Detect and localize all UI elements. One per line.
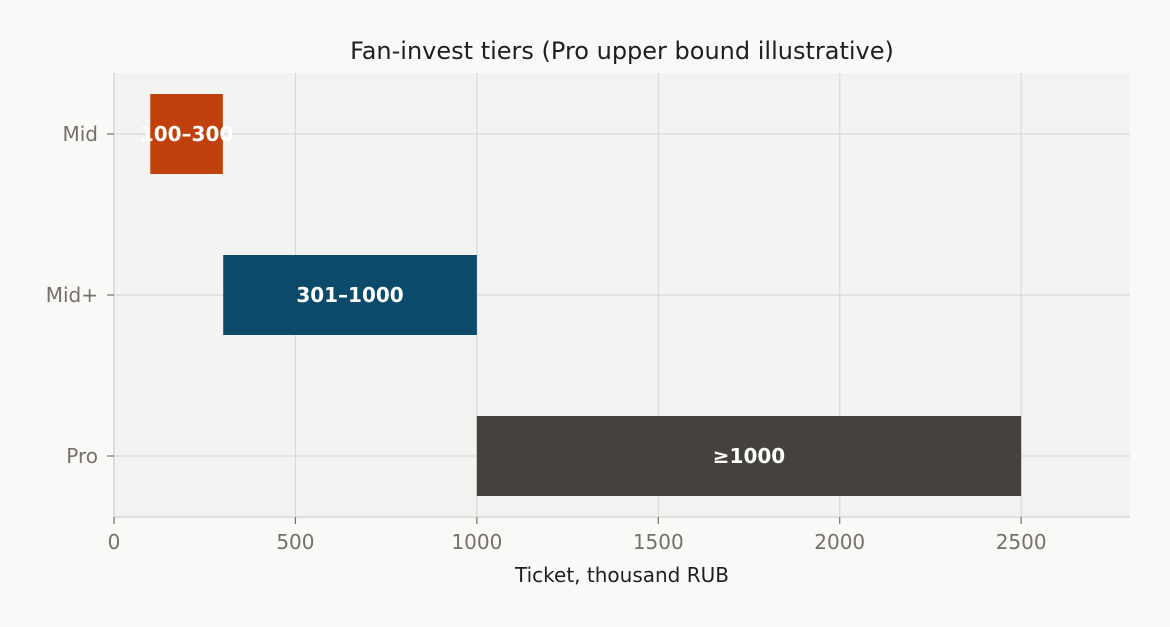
- bar-value-label: 301–1000: [296, 283, 403, 307]
- y-tick-label: Pro: [66, 444, 98, 468]
- y-tick-label: Mid+: [46, 283, 98, 307]
- x-tick-label: 1500: [633, 530, 684, 554]
- bar-value-label: ≥1000: [713, 444, 785, 468]
- x-tick-label: 500: [276, 530, 314, 554]
- bar-mid: [150, 94, 223, 174]
- bar-labels: 100–300 301–1000 ≥1000: [140, 122, 785, 468]
- y-axis-ticks: Mid Mid+ Pro: [46, 122, 114, 468]
- bar-pro: [476, 416, 1022, 496]
- x-tick-label: 2000: [814, 530, 865, 554]
- bar-mid-plus: [223, 255, 477, 335]
- bars: [150, 94, 1022, 496]
- x-axis-ticks: 0 500 1000 1500 2000 2500: [108, 517, 1047, 554]
- bar-value-label: 100–300: [140, 122, 234, 146]
- chart-title: Fan-invest tiers (Pro upper bound illust…: [350, 37, 894, 65]
- x-tick-label: 1000: [451, 530, 502, 554]
- x-axis-label: Ticket, thousand RUB: [514, 563, 729, 587]
- x-tick-label: 2500: [996, 530, 1047, 554]
- x-tick-label: 0: [108, 530, 121, 554]
- y-tick-label: Mid: [62, 122, 98, 146]
